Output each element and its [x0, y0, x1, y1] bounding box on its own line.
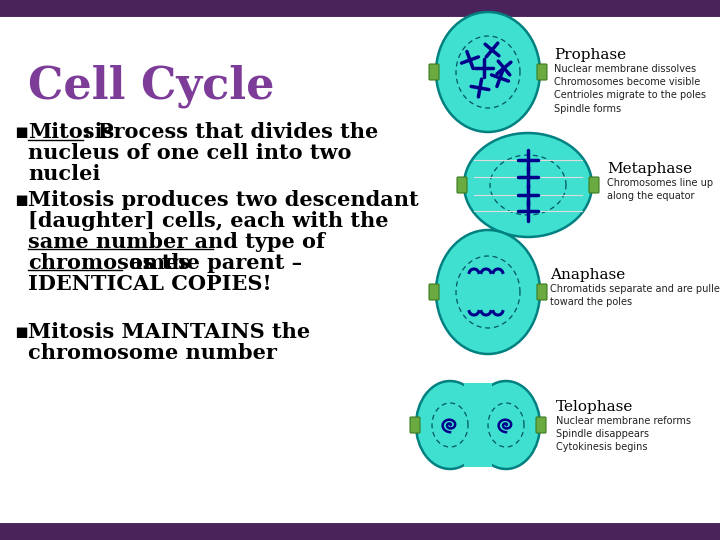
Ellipse shape	[436, 12, 540, 132]
Text: Nuclear membrane reforms
Spindle disappears
Cytokinesis begins: Nuclear membrane reforms Spindle disappe…	[556, 416, 691, 453]
Text: IDENTICAL COPIES!: IDENTICAL COPIES!	[28, 274, 271, 294]
Text: chromosome number: chromosome number	[28, 343, 277, 363]
Text: as the parent –: as the parent –	[122, 253, 302, 273]
Text: ▪: ▪	[14, 122, 28, 142]
Text: ▪: ▪	[14, 322, 28, 342]
FancyBboxPatch shape	[537, 64, 547, 80]
FancyBboxPatch shape	[429, 64, 439, 80]
FancyBboxPatch shape	[464, 383, 492, 467]
FancyBboxPatch shape	[536, 417, 546, 433]
Text: Chromatids separate and are pulled
toward the poles: Chromatids separate and are pulled towar…	[550, 284, 720, 307]
FancyBboxPatch shape	[410, 417, 420, 433]
Text: Mitosis: Mitosis	[28, 122, 114, 142]
Text: Metaphase: Metaphase	[607, 162, 692, 176]
Ellipse shape	[416, 381, 484, 469]
FancyBboxPatch shape	[0, 522, 720, 540]
FancyBboxPatch shape	[0, 0, 720, 18]
Text: chromosomes: chromosomes	[28, 253, 190, 273]
Text: Nuclear membrane dissolves
Chromosomes become visible
Centrioles migrate to the : Nuclear membrane dissolves Chromosomes b…	[554, 64, 706, 113]
Text: Anaphase: Anaphase	[550, 268, 625, 282]
Text: nucleus of one cell into two: nucleus of one cell into two	[28, 143, 351, 163]
Text: Prophase: Prophase	[554, 48, 626, 62]
FancyBboxPatch shape	[589, 177, 599, 193]
Text: nuclei: nuclei	[28, 164, 100, 184]
Text: same number and type of: same number and type of	[28, 232, 325, 252]
Ellipse shape	[472, 381, 540, 469]
FancyBboxPatch shape	[537, 284, 547, 300]
FancyBboxPatch shape	[429, 284, 439, 300]
FancyBboxPatch shape	[457, 177, 467, 193]
Text: Cell Cycle: Cell Cycle	[28, 65, 274, 109]
Text: ▪: ▪	[14, 190, 28, 210]
Ellipse shape	[464, 133, 592, 237]
Ellipse shape	[436, 230, 540, 354]
Text: Mitosis produces two descendant: Mitosis produces two descendant	[28, 190, 418, 210]
Text: Telophase: Telophase	[556, 400, 634, 414]
Text: Chromosomes line up
along the equator: Chromosomes line up along the equator	[607, 178, 713, 201]
Text: : Process that divides the: : Process that divides the	[83, 122, 378, 142]
Text: Mitosis MAINTAINS the: Mitosis MAINTAINS the	[28, 322, 310, 342]
Text: [daughter] cells, each with the: [daughter] cells, each with the	[28, 211, 389, 231]
